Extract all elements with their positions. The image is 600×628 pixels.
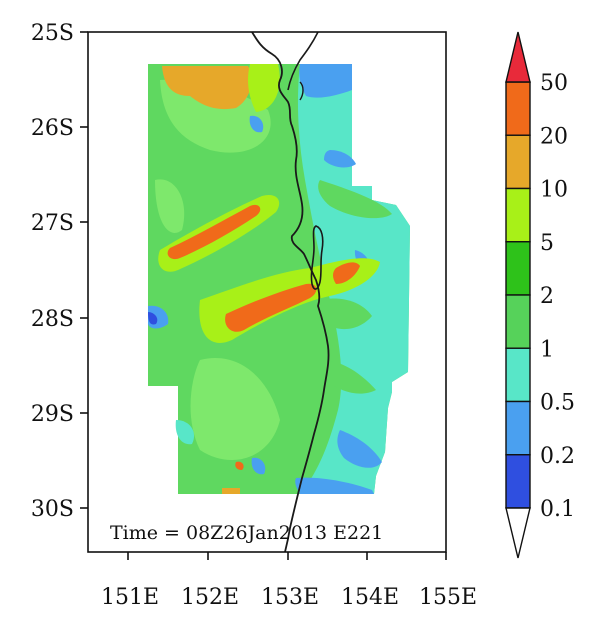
colorbar-top-arrow: [505, 31, 531, 83]
field-orange-1: [162, 66, 252, 110]
colorbar-label: 0.2: [540, 444, 575, 469]
lon-label-152e: 152E: [181, 585, 239, 610]
lat-label-25s: 25S: [31, 21, 74, 46]
field-blue-east-1: [299, 64, 352, 98]
lon-ticks: [127, 552, 447, 560]
colorbar-label: 2: [540, 284, 554, 309]
field-green-east-3: [320, 360, 376, 394]
colorbar-bottom-arrow: [505, 507, 531, 559]
colorbar-label: 1: [540, 337, 554, 362]
lat-label-26s: 26S: [31, 116, 74, 141]
field-orange-bottom: [222, 488, 240, 494]
field-band-orange-2: [225, 283, 317, 332]
lon-label-153e: 153E: [261, 585, 319, 610]
colorbar-segment: [505, 294, 531, 349]
colorbar-label: 10: [540, 178, 568, 203]
colorbar-segment: [505, 454, 531, 509]
colorbar-label: 0.1: [540, 497, 575, 522]
colorbar-segment: [505, 241, 531, 296]
field-blue-east-4: [295, 477, 374, 494]
field-orange-spot: [235, 461, 244, 470]
colorbar-segment: [505, 347, 531, 403]
colorbar-label: 5: [540, 231, 554, 256]
precipitation-field: [148, 64, 410, 494]
field-green-east-1: [318, 180, 392, 219]
lat-label-30s: 30S: [31, 497, 74, 522]
colorbar-segment: [505, 81, 531, 136]
field-blue-spot-1: [148, 312, 158, 325]
lat-label-29s: 29S: [31, 402, 74, 427]
colorbar-segment: [505, 134, 531, 190]
plot-frame: [87, 31, 447, 553]
field-light-2: [190, 358, 280, 460]
field-band-orange-3: [333, 262, 360, 284]
colorbar-label: 20: [540, 124, 568, 149]
lon-label-155e: 155E: [419, 585, 477, 610]
lon-label-151e: 151E: [101, 585, 159, 610]
colorbar-segment: [505, 187, 531, 243]
lat-label-28s: 28S: [31, 307, 74, 332]
field-blue-spot-3: [249, 115, 264, 133]
lat-ticks: [80, 31, 88, 509]
lat-label-27s: 27S: [31, 211, 74, 236]
field-blue-east-2: [324, 150, 356, 168]
colorbar-label: 50: [540, 71, 568, 96]
time-label: Time = 08Z26Jan2013 E221: [110, 522, 383, 544]
coastline: [251, 32, 330, 552]
lon-label-154e: 154E: [341, 585, 399, 610]
field-blue-spot-4: [175, 420, 195, 445]
field-blue-spot-2: [251, 457, 266, 475]
colorbar-segment: [505, 400, 531, 456]
field-yellow-1: [248, 64, 280, 112]
field-light-3: [155, 179, 185, 233]
field-blue-east-3: [337, 430, 382, 468]
colorbar: 50 20 10 5 2 1 0.5 0.2 0.1: [505, 31, 575, 559]
field-band-orange-1: [167, 204, 261, 260]
colorbar-label: 0.5: [540, 391, 575, 416]
field-green-east-2: [315, 298, 372, 330]
